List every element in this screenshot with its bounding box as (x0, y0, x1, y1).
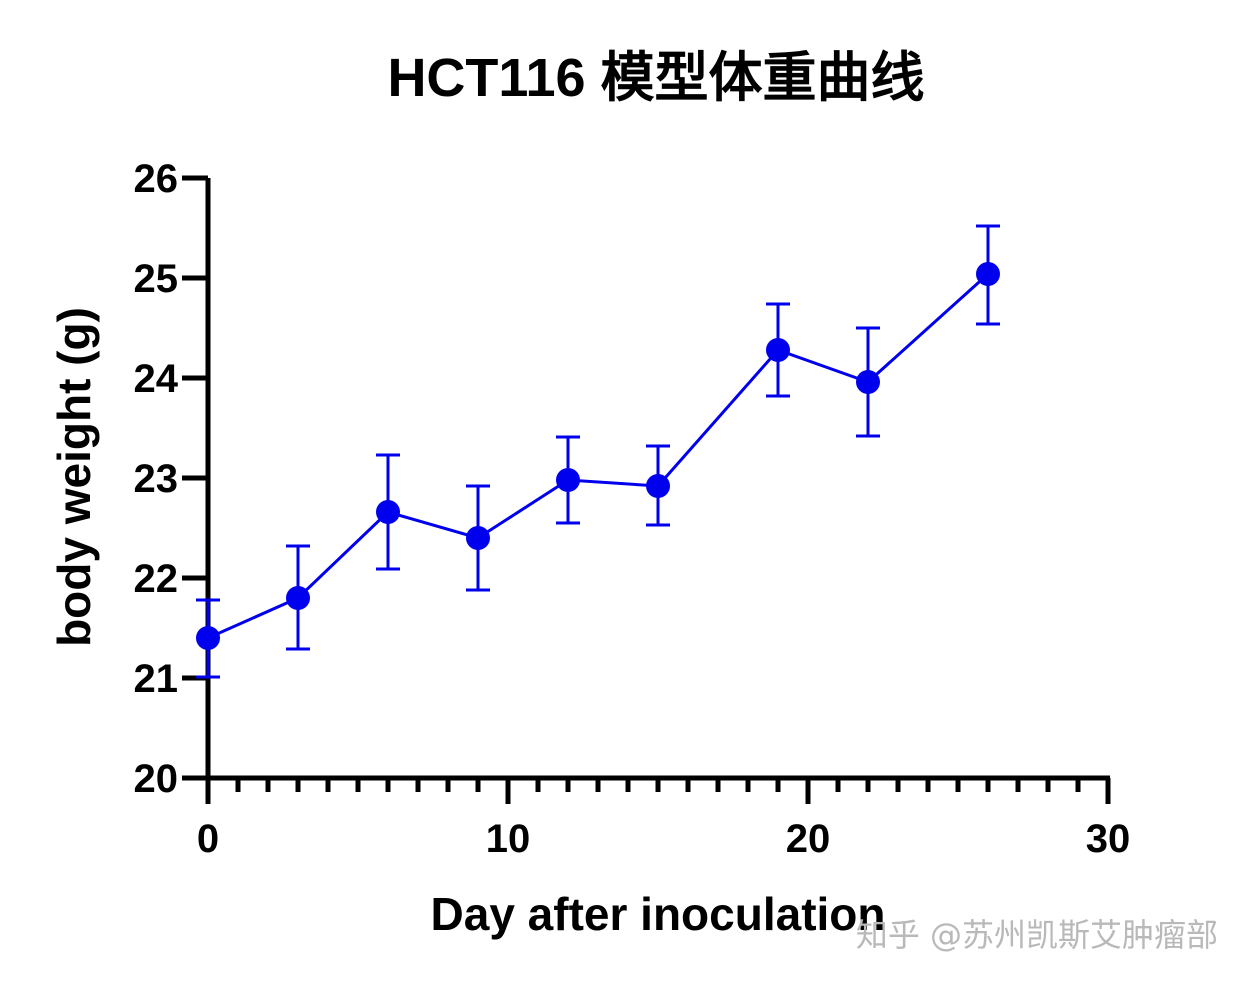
y-axis: 20 21 22 23 24 25 26 (134, 157, 211, 801)
y-tick-label: 24 (134, 357, 179, 401)
x-axis-label: Day after inoculation (431, 888, 886, 940)
x-tick-label: 20 (786, 817, 831, 861)
x-tick-label: 0 (197, 817, 219, 861)
x-tick-label: 10 (486, 817, 531, 861)
y-tick-label: 20 (134, 757, 179, 801)
data-point (856, 370, 880, 394)
y-axis-label: body weight (g) (48, 307, 100, 647)
y-tick-label: 22 (134, 557, 179, 601)
data-point (976, 262, 1000, 286)
data-point (196, 626, 220, 650)
watermark: 知乎 @苏州凯斯艾肿瘤部 (856, 916, 1218, 954)
y-tick-label: 21 (134, 657, 179, 701)
y-tick-label: 26 (134, 157, 179, 201)
data-point (466, 526, 490, 550)
data-point (376, 500, 400, 524)
chart-title: HCT116 模型体重曲线 (387, 48, 924, 108)
plot-area (196, 224, 1000, 679)
data-point (556, 468, 580, 492)
y-tick-label: 23 (134, 457, 179, 501)
data-point (646, 474, 670, 498)
x-tick-label: 30 (1086, 817, 1131, 861)
data-point (286, 586, 310, 610)
x-axis: 0 10 20 30 (197, 775, 1131, 861)
y-tick-label: 25 (134, 257, 179, 301)
data-point (766, 338, 790, 362)
